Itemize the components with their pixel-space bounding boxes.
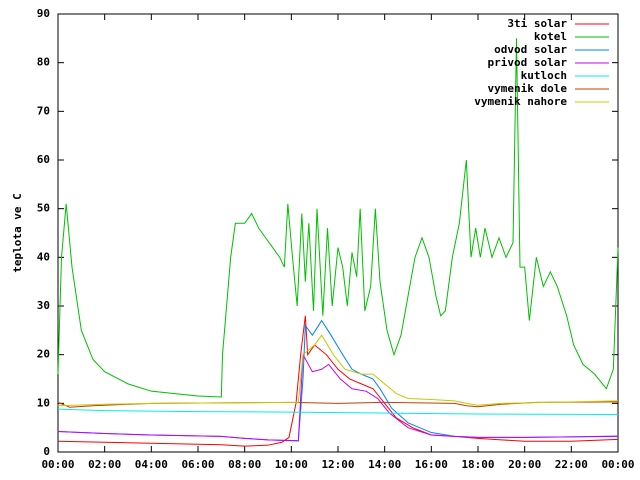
y-tick-label: 50 — [37, 202, 50, 215]
series-line — [57, 334, 619, 407]
x-tick-label: 00:00 — [601, 458, 634, 471]
y-tick-label: 20 — [37, 348, 50, 361]
x-tick-label: 10:00 — [275, 458, 308, 471]
legend-label: vymenik nahore — [474, 95, 567, 108]
series-line — [57, 319, 619, 442]
x-tick-label: 16:00 — [415, 458, 448, 471]
y-tick-label: 10 — [37, 396, 50, 409]
y-tick-label: 80 — [37, 56, 50, 69]
x-tick-label: 04:00 — [135, 458, 168, 471]
series-line — [57, 408, 619, 416]
x-tick-label: 02:00 — [88, 458, 121, 471]
x-tick-label: 22:00 — [555, 458, 588, 471]
x-tick-label: 18:00 — [461, 458, 494, 471]
x-tick-label: 08:00 — [228, 458, 261, 471]
legend-label: 3ti solar — [507, 17, 567, 30]
x-tick-label: 06:00 — [181, 458, 214, 471]
y-tick-label: 40 — [37, 250, 50, 263]
series-line — [57, 401, 619, 408]
legend-label: vymenik dole — [488, 82, 568, 95]
y-axis-label: teplota ve C — [11, 193, 24, 272]
x-tick-label: 00:00 — [41, 458, 74, 471]
y-tick-label: 70 — [37, 104, 50, 117]
legend-label: kutloch — [521, 69, 567, 82]
series-line — [57, 315, 619, 447]
legend-label: kotel — [534, 30, 567, 43]
plot-border — [57, 13, 619, 453]
x-tick-label: 20:00 — [508, 458, 541, 471]
legend-label: odvod solar — [494, 43, 567, 56]
x-tick-label: 14:00 — [368, 458, 401, 471]
y-tick-label: 30 — [37, 299, 50, 312]
series-line — [57, 352, 619, 442]
legend-label: privod solar — [488, 56, 568, 69]
series-line — [57, 38, 619, 398]
y-tick-label: 90 — [37, 7, 50, 20]
y-tick-label: 60 — [37, 153, 50, 166]
x-tick-label: 12:00 — [321, 458, 354, 471]
y-tick-label: 0 — [43, 445, 50, 458]
